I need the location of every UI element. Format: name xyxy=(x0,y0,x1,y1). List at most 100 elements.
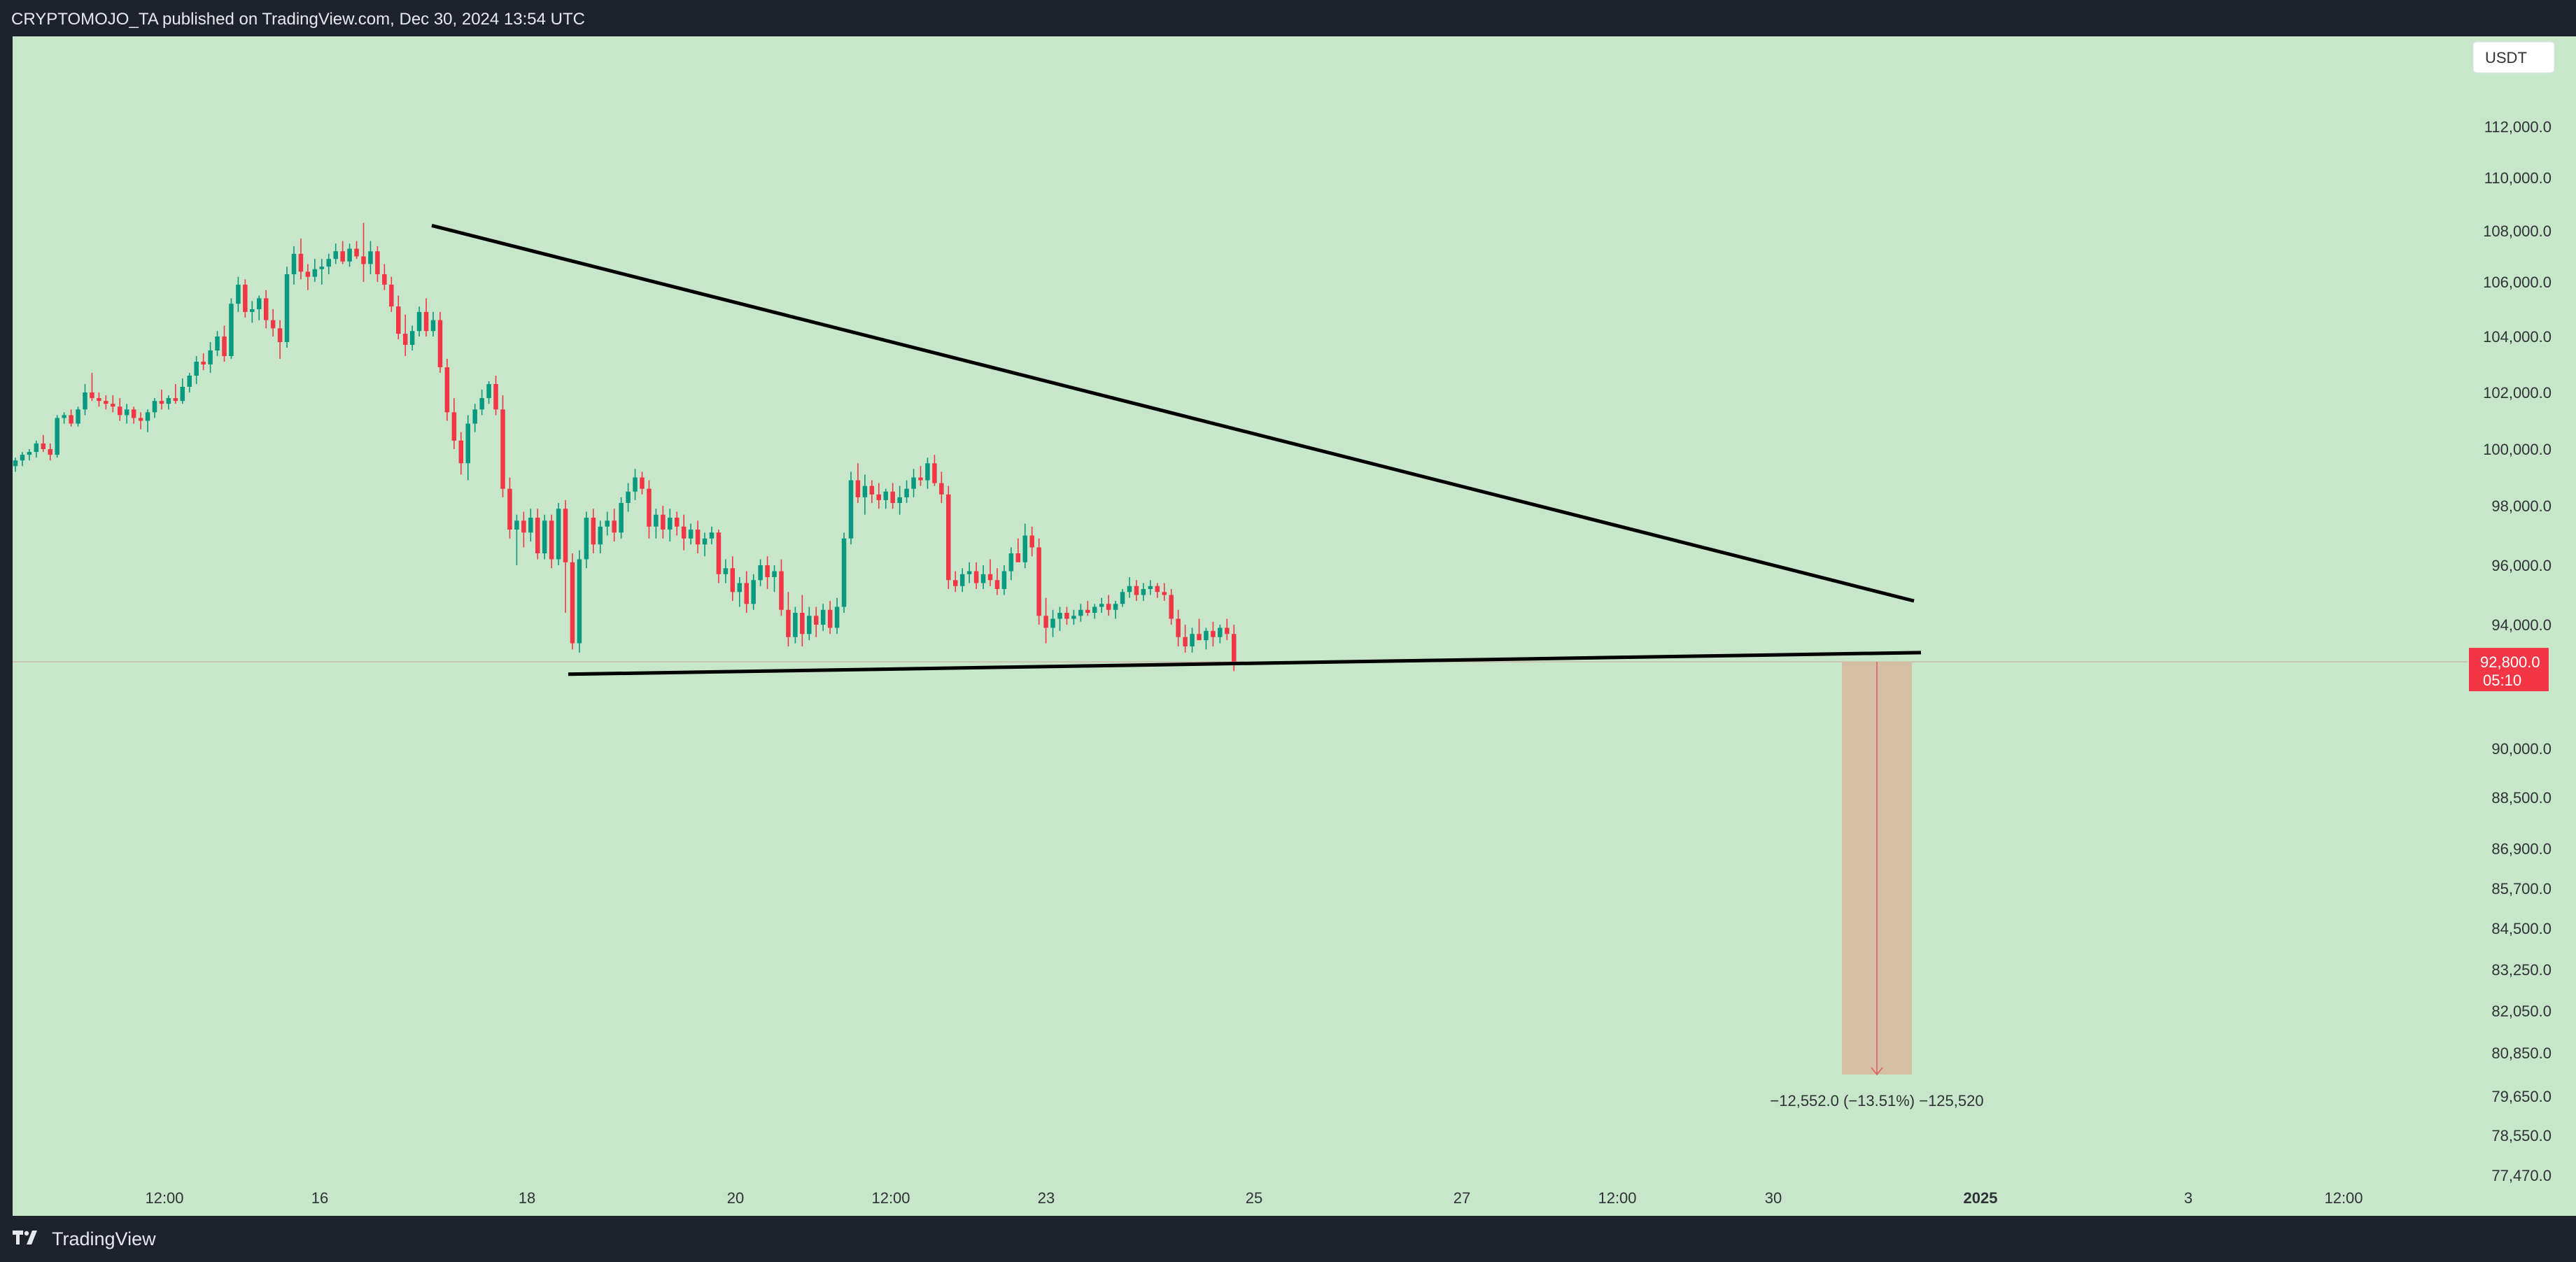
candle-body xyxy=(41,443,46,449)
publish-header: CRYPTOMOJO_TA published on TradingView.c… xyxy=(0,0,2576,36)
candle xyxy=(953,571,958,593)
candle-body xyxy=(890,491,895,503)
candle xyxy=(591,509,596,553)
candle xyxy=(305,264,311,290)
candle-body xyxy=(326,259,331,267)
candle xyxy=(841,532,847,613)
candle-body xyxy=(1176,618,1181,637)
candle-body xyxy=(661,514,666,530)
candle-body xyxy=(48,449,52,455)
candle xyxy=(556,502,561,565)
candle-body xyxy=(145,412,150,421)
candle-body xyxy=(716,532,722,574)
price-chart[interactable]: −12,552.0 (−13.51%) −125,520 112,000.011… xyxy=(0,0,2576,1216)
price-scale-label: 98,000.0 xyxy=(2491,497,2552,515)
descending-resistance-line[interactable] xyxy=(431,223,1915,603)
candle-body xyxy=(180,387,185,402)
currency-badge[interactable]: USDT xyxy=(2472,41,2555,73)
candle xyxy=(465,415,470,481)
candle xyxy=(716,530,722,583)
candle-body xyxy=(257,298,262,309)
candle xyxy=(542,514,547,560)
candle xyxy=(890,483,895,509)
candle-body xyxy=(1197,634,1202,641)
time-scale-label: 18 xyxy=(519,1189,535,1207)
candle xyxy=(263,290,269,329)
tradingview-brand[interactable]: TradingView xyxy=(13,1228,156,1249)
projection-label: −12,552.0 (−13.51%) −125,520 xyxy=(1770,1092,1983,1109)
price-scale-label: 104,000.0 xyxy=(2483,328,2552,346)
candle xyxy=(626,483,631,512)
candle-body xyxy=(507,488,512,530)
candle-body xyxy=(284,274,290,342)
candle xyxy=(270,309,276,336)
candle-body xyxy=(827,609,833,628)
candle-body xyxy=(966,571,972,574)
candle xyxy=(493,376,498,416)
price-scale-background xyxy=(2468,36,2576,1216)
candle xyxy=(347,243,352,267)
candle-body xyxy=(34,443,39,453)
candle-body xyxy=(973,571,979,583)
time-scale[interactable]: 12:00 16 18 20 12:00 23 25 27 12:00 30 2025 3 12:00 xyxy=(145,1189,2363,1207)
candle-body xyxy=(493,384,498,410)
candle xyxy=(1148,580,1153,595)
candle xyxy=(549,514,554,569)
candle xyxy=(827,601,833,634)
candle-body xyxy=(904,488,909,497)
candle-body xyxy=(194,362,199,376)
price-scale-label: 83,250.0 xyxy=(2491,961,2552,979)
candle xyxy=(994,568,1000,595)
candle-body xyxy=(97,398,101,402)
candle xyxy=(55,415,59,458)
candle xyxy=(814,607,819,637)
candle xyxy=(340,241,345,264)
candle xyxy=(640,472,645,495)
time-scale-label: 16 xyxy=(311,1189,328,1207)
candle-body xyxy=(1127,586,1132,593)
tradingview-logo-icon xyxy=(13,1231,37,1245)
candle xyxy=(1050,609,1055,637)
time-scale-label: 12:00 xyxy=(2324,1189,2363,1207)
candle xyxy=(437,311,443,373)
candle xyxy=(786,592,791,646)
price-scale-label: 110,000.0 xyxy=(2484,169,2552,187)
time-scale-label: 23 xyxy=(1038,1189,1055,1207)
price-scale-label: 79,650.0 xyxy=(2491,1088,2552,1105)
candle xyxy=(173,384,178,404)
candle-body xyxy=(570,562,575,644)
candle-body xyxy=(340,251,345,262)
candle xyxy=(1029,526,1034,557)
candle-body xyxy=(528,518,533,533)
price-scale-label: 96,000.0 xyxy=(2491,557,2552,574)
support-line[interactable] xyxy=(568,651,1922,676)
candle-body xyxy=(368,251,373,264)
candle xyxy=(97,392,101,407)
candle xyxy=(661,506,666,539)
candle xyxy=(535,509,540,560)
candle xyxy=(862,474,868,515)
candle-body xyxy=(1001,571,1007,589)
candle-body xyxy=(1225,628,1230,634)
candle xyxy=(1134,580,1139,601)
time-scale-label: 27 xyxy=(1454,1189,1470,1207)
candle-body xyxy=(647,488,652,527)
candle xyxy=(375,246,380,282)
price-scale-label: 78,550.0 xyxy=(2491,1127,2552,1144)
projection-arrow-head-icon xyxy=(1871,1067,1883,1076)
candle xyxy=(904,480,909,503)
candle xyxy=(319,259,325,285)
candle-body xyxy=(250,309,255,312)
candles-layer xyxy=(13,222,1237,672)
price-scale[interactable]: 112,000.0 110,000.0 108,000.0 106,000.0 104,… xyxy=(2483,118,2552,1184)
candle xyxy=(925,458,930,489)
candle-body xyxy=(472,409,477,424)
candle xyxy=(250,301,255,323)
candle xyxy=(389,276,394,312)
candle-body xyxy=(800,613,805,634)
candle-body xyxy=(1155,586,1160,593)
candle xyxy=(27,449,32,461)
candle-body xyxy=(1162,592,1167,595)
candle-body xyxy=(820,609,826,625)
candle xyxy=(1197,618,1202,641)
